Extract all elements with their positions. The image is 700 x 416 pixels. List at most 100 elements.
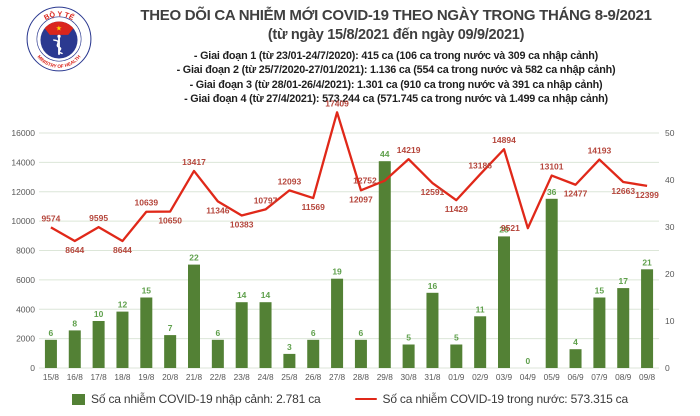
legend-domestic-cases: Số ca nhiễm COVID-19 trong nước: 573.315…: [354, 392, 629, 406]
svg-text:9595: 9595: [89, 213, 108, 223]
svg-text:16/8: 16/8: [67, 372, 84, 382]
svg-text:07/9: 07/9: [591, 372, 608, 382]
svg-text:28/8: 28/8: [353, 372, 370, 382]
svg-text:44: 44: [380, 149, 390, 159]
svg-text:22/8: 22/8: [210, 372, 227, 382]
rod-of-asclepius-icon: [53, 34, 63, 55]
svg-text:12097: 12097: [349, 194, 373, 204]
svg-text:14894: 14894: [492, 135, 516, 145]
flag-star-icon: ★: [56, 24, 62, 33]
svg-text:12477: 12477: [564, 189, 588, 199]
svg-text:30/8: 30/8: [401, 372, 418, 382]
svg-text:16: 16: [428, 281, 438, 291]
svg-text:26/8: 26/8: [305, 372, 322, 382]
svg-text:0: 0: [30, 363, 35, 373]
svg-text:12752: 12752: [353, 176, 377, 186]
legend-imported-cases: Số ca nhiễm COVID-19 nhập cảnh: 2.781 ca: [72, 392, 321, 406]
chart-legend: Số ca nhiễm COVID-19 nhập cảnh: 2.781 ca…: [0, 392, 700, 406]
svg-text:7: 7: [168, 323, 173, 333]
svg-text:10: 10: [94, 309, 104, 319]
svg-text:8644: 8644: [113, 245, 132, 255]
svg-text:31/8: 31/8: [424, 372, 441, 382]
svg-text:50: 50: [665, 128, 675, 138]
svg-text:14: 14: [237, 290, 247, 300]
svg-text:4000: 4000: [16, 304, 35, 314]
svg-text:12663: 12663: [611, 186, 635, 196]
svg-text:30: 30: [665, 222, 675, 232]
svg-text:0: 0: [665, 363, 670, 373]
svg-text:9521: 9521: [501, 223, 520, 233]
svg-text:03/9: 03/9: [496, 372, 513, 382]
logo-inner-ring: [36, 16, 82, 62]
svg-text:13101: 13101: [540, 162, 564, 172]
phase-1-summary: - Giai đoạn 1 (từ 23/01-24/7/2020): 415 …: [193, 50, 599, 62]
svg-text:10797: 10797: [254, 195, 278, 205]
svg-text:8000: 8000: [16, 246, 35, 256]
svg-text:15: 15: [595, 286, 605, 296]
legend-bar-swatch-icon: [72, 393, 86, 405]
svg-text:04/9: 04/9: [520, 372, 537, 382]
svg-text:10: 10: [665, 316, 675, 326]
svg-text:29/8: 29/8: [377, 372, 394, 382]
svg-text:10383: 10383: [230, 219, 254, 229]
svg-text:14000: 14000: [11, 157, 35, 167]
svg-text:6000: 6000: [16, 275, 35, 285]
phase-3-summary: - Giai đoạn 3 (từ 28/01-26/4/2021): 1.30…: [189, 78, 603, 91]
svg-text:25/8: 25/8: [281, 372, 298, 382]
svg-text:11: 11: [476, 304, 485, 314]
ministry-of-health-logo: ★ BỘ Y TẾ MINISTRY OF HEALTH: [26, 6, 92, 72]
svg-text:20/8: 20/8: [162, 372, 179, 382]
svg-text:6: 6: [215, 328, 220, 338]
svg-text:09/8: 09/8: [639, 372, 656, 382]
svg-text:6: 6: [311, 328, 316, 338]
phase-2-summary: - Giai đoạn 2 (từ 25/7/2020-27/01/2021):…: [176, 64, 616, 77]
svg-text:24/8: 24/8: [257, 372, 274, 382]
svg-text:18/8: 18/8: [114, 372, 131, 382]
svg-text:36: 36: [547, 187, 557, 197]
svg-text:20: 20: [665, 269, 675, 279]
svg-text:9574: 9574: [41, 213, 60, 223]
svg-text:15: 15: [142, 286, 152, 296]
phase-summary-list: - Giai đoạn 1 (từ 23/01-24/7/2020): 415 …: [100, 49, 692, 106]
svg-text:8644: 8644: [65, 245, 84, 255]
svg-text:17409: 17409: [325, 98, 349, 108]
svg-text:3: 3: [287, 342, 292, 352]
svg-text:11346: 11346: [206, 205, 229, 215]
svg-text:19: 19: [332, 267, 342, 277]
svg-text:11429: 11429: [445, 204, 468, 214]
svg-text:12000: 12000: [11, 187, 35, 197]
legend-domestic-label: Số ca nhiễm COVID-19 trong nước: 573.315…: [382, 392, 629, 406]
svg-text:4: 4: [573, 337, 578, 347]
svg-text:16000: 16000: [11, 128, 35, 138]
svg-text:10000: 10000: [11, 216, 35, 226]
svg-text:2000: 2000: [16, 334, 35, 344]
svg-text:6: 6: [49, 328, 54, 338]
svg-text:13186: 13186: [468, 160, 492, 170]
svg-text:15/8: 15/8: [43, 372, 60, 382]
svg-text:14: 14: [261, 290, 271, 300]
chart-header: THEO DÕI CA NHIỄM MỚI COVID-19 THEO NGÀY…: [100, 7, 692, 106]
svg-text:5: 5: [406, 333, 411, 343]
svg-text:12399: 12399: [635, 190, 659, 200]
svg-text:12: 12: [118, 300, 128, 310]
svg-text:19/8: 19/8: [138, 372, 155, 382]
svg-text:14219: 14219: [397, 145, 421, 155]
svg-text:12591: 12591: [421, 187, 445, 197]
svg-text:21/8: 21/8: [186, 372, 203, 382]
svg-text:10650: 10650: [158, 216, 182, 226]
svg-text:21: 21: [642, 257, 652, 267]
chart-subtitle: (từ ngày 15/8/2021 đến ngày 09/9/2021): [267, 27, 525, 43]
svg-text:10639: 10639: [134, 198, 158, 208]
svg-text:12093: 12093: [278, 176, 302, 186]
svg-text:17: 17: [618, 276, 628, 286]
vietnam-flag-shape: [40, 21, 78, 35]
svg-text:11569: 11569: [302, 202, 325, 212]
svg-text:23/8: 23/8: [234, 372, 251, 382]
svg-text:13417: 13417: [182, 157, 206, 167]
svg-text:08/9: 08/9: [615, 372, 632, 382]
svg-text:6: 6: [359, 328, 364, 338]
svg-text:8: 8: [72, 318, 77, 328]
svg-text:17/8: 17/8: [91, 372, 108, 382]
svg-text:0: 0: [525, 356, 530, 366]
